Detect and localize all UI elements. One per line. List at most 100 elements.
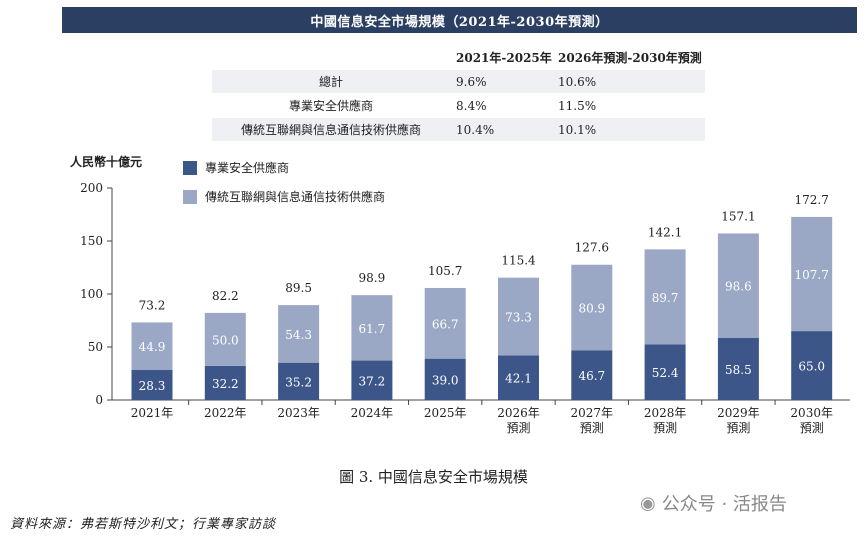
row-label: 傳統互聯網與信息通信技術供應商 <box>212 117 450 141</box>
bar-traditional-vendors <box>278 305 320 363</box>
x-tick-label: 預測 <box>800 421 824 435</box>
x-tick-label: 2029年 <box>717 406 760 420</box>
x-tick-label: 2030年 <box>790 406 833 420</box>
bar-value-label: 54.3 <box>285 328 312 342</box>
bar-security-vendors <box>498 355 539 400</box>
bar-total-label: 142.1 <box>648 225 682 239</box>
row-label: 總計 <box>212 69 450 94</box>
cagr-table: 2021年-2025年 2026年預測-2030年預測 總計 9.6% 10.6… <box>212 45 705 141</box>
x-tick-label: 預測 <box>506 421 530 435</box>
bar-value-label: 89.7 <box>652 291 679 305</box>
bar-traditional-vendors <box>131 322 173 371</box>
bar-traditional-vendors <box>644 249 686 345</box>
bar-security-vendors <box>424 358 466 400</box>
row-value-1: 9.6% <box>450 69 552 94</box>
bar-total-label: 157.1 <box>721 209 755 223</box>
y-tick-label: 100 <box>80 287 103 301</box>
x-tick-label: 2027年 <box>571 406 614 420</box>
bar-value-label: 58.5 <box>725 363 752 377</box>
bar-security-vendors <box>791 331 833 400</box>
row-value-1: 10.4% <box>450 117 552 141</box>
x-tick-label: 預測 <box>580 421 604 435</box>
bar-value-label: 65.0 <box>798 360 825 374</box>
x-tick-label: 2026年 <box>497 406 540 420</box>
bar-value-label: 28.3 <box>139 379 166 393</box>
table-row: 專業安全供應商 8.4% 11.5% <box>212 93 705 118</box>
table-header-row: 2021年-2025年 2026年預測-2030年預測 <box>212 45 705 70</box>
table-header-period2: 2026年預測-2030年預測 <box>558 50 702 65</box>
bar-value-label: 80.9 <box>578 302 605 316</box>
y-tick-label: 0 <box>95 393 103 407</box>
row-value-2: 11.5% <box>552 93 705 118</box>
y-tick-label: 200 <box>80 181 103 195</box>
bar-total-label: 98.9 <box>359 271 386 285</box>
bar-total-label: 115.4 <box>501 254 536 268</box>
bar-value-label: 73.3 <box>505 311 532 325</box>
bar-value-label: 107.7 <box>795 268 829 282</box>
legend-label: 專業安全供應商 <box>205 161 290 175</box>
bar-value-label: 98.6 <box>725 280 752 294</box>
table-header-period1: 2021年-2025年 <box>456 50 552 65</box>
row-value-2: 10.6% <box>552 69 705 94</box>
bar-value-label: 39.0 <box>432 373 459 387</box>
x-tick-label: 2022年 <box>204 406 247 420</box>
legend-label: 傳統互聯網與信息通信技術供應商 <box>205 190 386 204</box>
bar-traditional-vendors <box>791 216 833 332</box>
bar-security-vendors <box>204 365 246 400</box>
bar-value-label: 52.4 <box>652 366 679 380</box>
bar-security-vendors <box>571 350 613 400</box>
bar-security-vendors <box>717 337 759 400</box>
bar-traditional-vendors <box>351 295 393 361</box>
bar-value-label: 35.2 <box>285 375 312 389</box>
bar-value-label: 44.9 <box>139 340 166 354</box>
bar-total-label: 105.7 <box>428 264 462 278</box>
bar-value-label: 32.2 <box>212 377 239 391</box>
bar-traditional-vendors <box>571 264 613 351</box>
bar-total-label: 172.7 <box>795 193 829 207</box>
bar-security-vendors <box>278 362 320 400</box>
row-value-2: 10.1% <box>552 117 705 141</box>
watermark: ◉ 公众号 · 活报告 <box>640 490 787 516</box>
legend-swatch-light <box>183 189 197 204</box>
bar-security-vendors <box>351 360 393 400</box>
x-tick-label: 2021年 <box>131 406 174 420</box>
legend-item-security-vendors: 專業安全供應商 <box>183 159 289 176</box>
x-tick-label: 2025年 <box>424 406 467 420</box>
bar-total-label: 82.2 <box>212 289 239 303</box>
bar-total-label: 127.6 <box>575 241 609 255</box>
bar-traditional-vendors <box>424 287 466 359</box>
watermark-text: 公众号 · 活报告 <box>661 494 787 515</box>
bar-total-label: 73.2 <box>139 298 166 312</box>
wechat-icon: ◉ <box>640 492 656 514</box>
bar-value-label: 46.7 <box>578 369 605 383</box>
source-note: 資料來源：弗若斯特沙利文；行業專家訪談 <box>10 517 277 532</box>
y-tick-label: 50 <box>88 340 103 354</box>
figure-caption: 圖 3. 中國信息安全市場規模 <box>339 468 528 486</box>
bar-value-label: 61.7 <box>359 322 386 336</box>
y-tick-label: 150 <box>80 234 103 248</box>
bar-traditional-vendors <box>204 312 246 366</box>
bar-security-vendors <box>644 344 686 400</box>
stacked-bar-chart: 0 50 100 150 200 28.3 44.9 73.2 2021年 32.2 50.0 82.… <box>80 181 850 435</box>
x-tick-label: 預測 <box>726 421 750 435</box>
bar-security-vendors <box>131 370 173 400</box>
row-label: 專業安全供應商 <box>212 93 450 118</box>
y-axis-unit-label: 人民幣十億元 <box>70 155 143 169</box>
table-row: 傳統互聯網與信息通信技術供應商 10.4% 10.1% <box>212 117 705 141</box>
bar-value-label: 42.1 <box>505 372 532 386</box>
x-tick-label: 2023年 <box>277 406 320 420</box>
bar-value-label: 50.0 <box>212 333 239 347</box>
table-row: 總計 9.6% 10.6% <box>212 69 705 94</box>
bar-value-label: 37.2 <box>359 374 386 388</box>
bar-total-label: 89.5 <box>285 281 312 295</box>
bar-traditional-vendors <box>498 277 539 356</box>
legend-item-traditional-vendors: 傳統互聯網與信息通信技術供應商 <box>183 188 385 205</box>
bar-value-label: 66.7 <box>432 317 459 331</box>
bar-traditional-vendors <box>717 233 759 338</box>
legend-swatch-dark <box>183 160 197 175</box>
row-value-1: 8.4% <box>450 93 552 118</box>
x-tick-label: 預測 <box>653 421 677 435</box>
banner-title: 中國信息安全市場規模（2021年-2030年預測） <box>62 7 857 33</box>
x-tick-label: 2024年 <box>351 406 394 420</box>
x-tick-label: 2028年 <box>644 406 687 420</box>
